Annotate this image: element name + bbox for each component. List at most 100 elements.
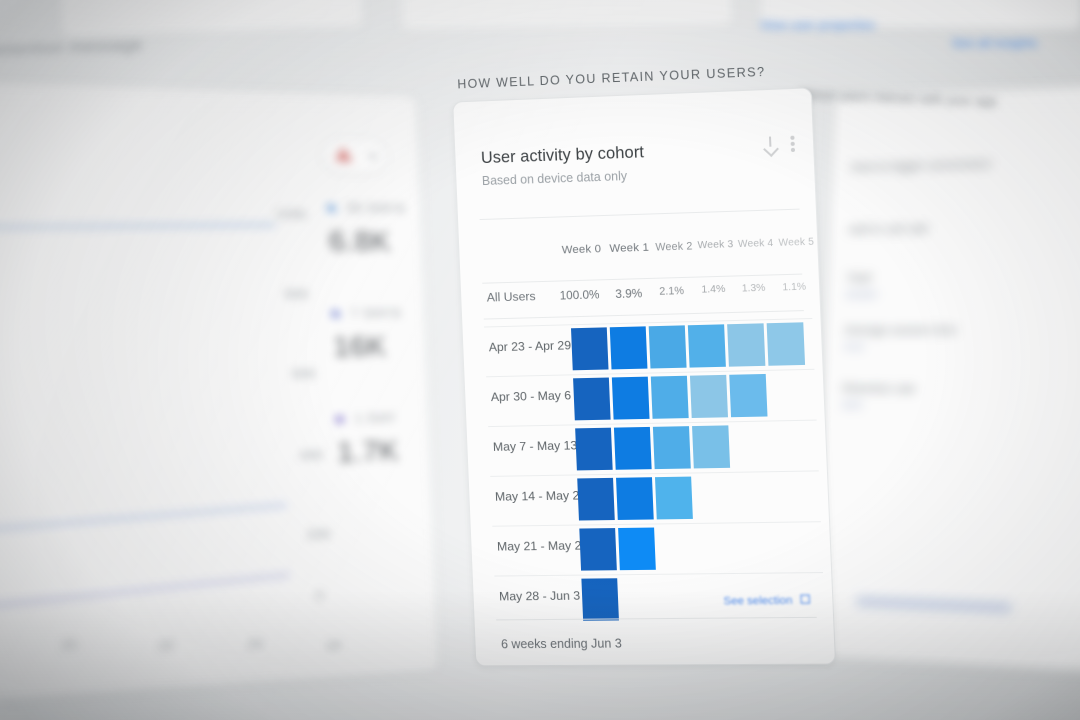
all-users-week-3: 1.4%	[701, 283, 726, 296]
cohort-row-cells	[570, 322, 806, 371]
metric-value-30-days: 6.8K	[328, 225, 392, 257]
legend-dot-1-day	[336, 416, 344, 424]
cohort-cell[interactable]	[611, 376, 650, 420]
legend-dot-7-days	[331, 310, 340, 318]
line-series-7-days	[0, 502, 288, 538]
top-link-user-properties[interactable]: View user properties	[760, 18, 876, 32]
metric-30-days[interactable]: 30 DAYS 6.8K	[327, 200, 408, 258]
right-item-label-2: Total	[846, 272, 872, 285]
x-tick-3: 24	[326, 638, 342, 654]
col-week-5: Week 5	[778, 236, 815, 249]
cohort-cell[interactable]	[581, 578, 619, 621]
cohort-cell[interactable]	[687, 324, 726, 368]
right-item-label-0: How to trigger conversions	[850, 158, 992, 175]
cohort-row-cells	[573, 373, 768, 421]
metric-value-7-days: 16K	[332, 330, 387, 363]
col-week-2: Week 2	[655, 240, 693, 254]
top-card-a	[58, 0, 364, 38]
col-week-3: Week 3	[697, 239, 734, 252]
top-link-insights[interactable]: See all insights	[952, 36, 1038, 50]
metric-7-days[interactable]: 7 DAYS 16K	[331, 305, 404, 363]
cohort-row-label: May 21 - May 27	[496, 538, 589, 554]
cohort-row-label: Apr 23 - Apr 29	[488, 338, 572, 355]
all-users-week-0: 100.0%	[559, 287, 600, 303]
right-item-0[interactable]: How to trigger conversions	[851, 150, 1080, 174]
metric-1-day[interactable]: 1 DAY 1.7K	[336, 410, 400, 469]
external-link-icon	[800, 594, 811, 604]
cohort-cell[interactable]	[766, 322, 806, 366]
all-users-week-4: 1.3%	[741, 282, 766, 295]
cohort-row[interactable]: May 21 - May 27	[492, 521, 823, 575]
cohort-row-label: May 7 - May 13	[492, 438, 578, 454]
cohort-cell[interactable]	[613, 426, 652, 470]
cohort-cell[interactable]	[729, 373, 768, 418]
cohort-cell[interactable]	[573, 377, 611, 421]
cohort-row-cells	[581, 578, 619, 621]
cohort-cell[interactable]	[616, 477, 654, 520]
more-options-icon[interactable]	[790, 141, 795, 146]
right-item-label-1: Add to cart rate	[848, 223, 929, 237]
right-item-2[interactable]: Total 24,814	[846, 266, 1080, 301]
cohort-cell[interactable]	[692, 425, 731, 469]
y-tick-4: 20K	[306, 526, 332, 543]
cohort-cell[interactable]	[579, 528, 617, 571]
cohort-row[interactable]: Apr 23 - Apr 29	[484, 317, 814, 376]
legend-dot-30-days	[327, 204, 336, 213]
cohort-cell[interactable]	[689, 374, 729, 419]
x-tick-1: 22	[158, 637, 175, 654]
cohort-cell[interactable]	[570, 327, 609, 371]
all-users-row: All Users 100.0% 3.9% 2.1% 1.4% 1.3% 1.1…	[483, 281, 810, 310]
cohort-row-cells	[575, 425, 731, 471]
right-item-label-3: Average session time	[844, 324, 957, 338]
cohort-cell[interactable]	[577, 477, 615, 521]
right-item-3[interactable]: Average session time 3:12	[844, 320, 1080, 353]
right-item-label-4: Retention rate	[842, 383, 916, 396]
cohort-row-label: Apr 30 - May 6	[490, 388, 572, 405]
cohort-row-cells	[577, 476, 693, 521]
cohort-cell[interactable]	[609, 326, 648, 370]
see-selection-link[interactable]: See selection	[723, 594, 811, 608]
download-icon[interactable]	[763, 136, 777, 153]
cohort-row-label: May 28 - Jun 3	[498, 588, 581, 604]
cohort-cell[interactable]	[650, 375, 689, 419]
card-actions	[763, 136, 795, 153]
right-insights-panel: How to trigger conversions Add to cart r…	[813, 83, 1080, 674]
y-tick-3: 40K	[299, 447, 325, 463]
metric-label-30-days: 30 DAYS	[346, 202, 407, 216]
all-users-week-2: 2.1%	[659, 285, 685, 298]
right-panel-footer-link[interactable]	[856, 596, 1012, 614]
cohort-row-label: May 14 - May 20	[494, 488, 587, 504]
cohort-cell[interactable]	[652, 426, 691, 470]
warning-dropdown-pill[interactable]: ▾	[320, 136, 389, 175]
divider-summary	[483, 310, 804, 320]
card-header: User activity by cohort Based on device …	[481, 138, 794, 188]
warning-triangle-icon	[334, 146, 352, 162]
cohort-row[interactable]: Apr 30 - May 6	[486, 368, 816, 426]
cohort-cell[interactable]	[654, 476, 693, 520]
top-card-b	[399, 0, 733, 31]
right-item-4[interactable]: Retention rate 41%	[842, 379, 1080, 411]
right-item-sub-3: 3:12	[843, 342, 864, 354]
y-tick-2: 60K	[292, 366, 317, 382]
left-metrics-panel: ▾ 100K 80K 60K 40K 20K 0 21 22 23 24 30 …	[0, 79, 440, 705]
metric-label-7-days: 7 DAYS	[350, 307, 403, 321]
cohort-grid: Apr 23 - Apr 29 Apr 30 - May 6 May 7 - May…	[484, 317, 825, 625]
cohort-row-cells	[579, 527, 656, 571]
right-item-1[interactable]: Add to cart rate	[848, 215, 1080, 236]
right-item-sub-2: 24,814	[845, 289, 878, 301]
see-selection-label: See selection	[723, 594, 793, 608]
card-subtitle: Based on device data only	[481, 169, 628, 189]
right-item-sub-4: 41%	[841, 400, 863, 412]
cohort-cell[interactable]	[727, 323, 766, 367]
cohort-cell[interactable]	[648, 325, 687, 369]
col-week-4: Week 4	[737, 237, 774, 251]
all-users-week-1: 3.9%	[615, 286, 643, 302]
cohort-row[interactable]: May 14 - May 20	[490, 470, 821, 525]
cohort-cell[interactable]	[618, 527, 656, 571]
week-header-row: Week 0 Week 1 Week 2 Week 3 Week 4 Week …	[481, 237, 815, 267]
y-tick-0: 100K	[275, 207, 308, 222]
x-tick-2: 23	[247, 636, 264, 652]
cohort-row[interactable]: May 7 - May 13	[488, 419, 819, 476]
cohort-cell[interactable]	[575, 427, 613, 471]
y-tick-1: 80K	[284, 287, 310, 302]
